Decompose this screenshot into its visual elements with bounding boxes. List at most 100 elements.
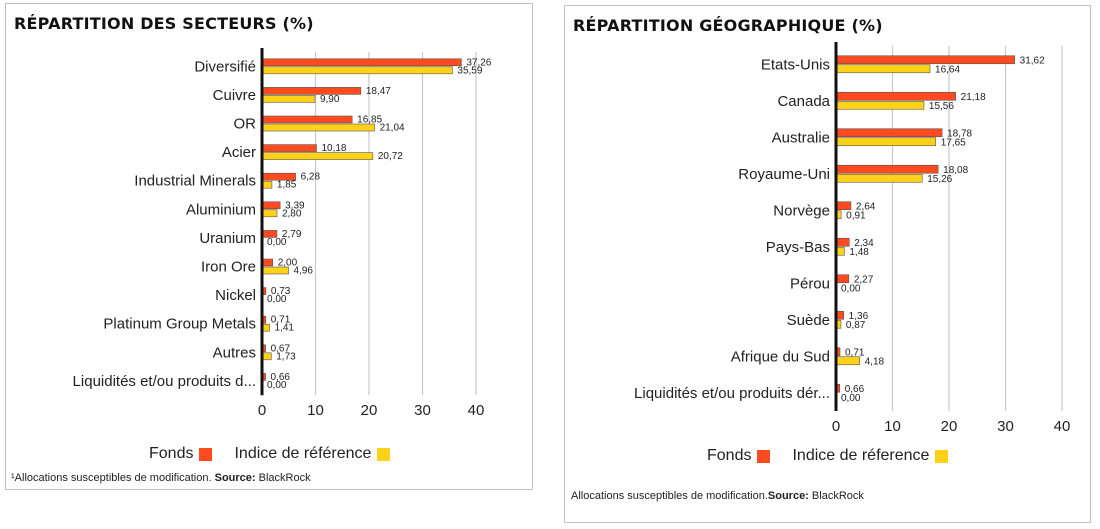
fonds-bar-or: [261, 115, 353, 124]
indice-value-label: 2,80: [282, 208, 302, 219]
sector-chart-legend: Fonds Indice de référence: [149, 445, 391, 463]
sector-footnote: ¹Allocations susceptibles de modificatio…: [11, 472, 311, 484]
fonds-bar-norvege: [835, 201, 852, 211]
category-label-uranium: Uranium: [199, 230, 256, 247]
footnote-source: BlackRock: [255, 472, 311, 484]
fonds-value-label: 18,47: [366, 86, 391, 97]
indice-value-label: 21,04: [380, 123, 405, 134]
legend-fonds-swatch: [757, 449, 771, 463]
indice-bar-or: [261, 123, 375, 132]
fonds-value-label: 31,62: [1020, 55, 1045, 66]
fonds-bar-pays-bas: [835, 237, 850, 247]
indice-bar-acier: [261, 152, 374, 160]
x-tick-label: 0: [258, 402, 266, 419]
fonds-value-label: 3,39: [285, 200, 305, 211]
category-label-liquidites-et-ou-produits-d: Liquidités et/ou produits d...: [73, 373, 256, 390]
fonds-value-label: 18,78: [947, 128, 972, 139]
category-label-perou: Pérou: [790, 275, 830, 292]
fonds-bar-acier: [261, 144, 317, 152]
indice-value-label: 1,85: [277, 180, 297, 191]
indice-value-label: 17,65: [941, 137, 966, 148]
x-tick-label: 20: [361, 402, 378, 419]
fonds-bar-diversifie: [261, 58, 462, 67]
category-label-canada: Canada: [777, 93, 830, 110]
category-label-nickel: Nickel: [215, 287, 256, 304]
legend-fonds-label: Fonds: [149, 445, 194, 462]
x-tick-label: 40: [468, 402, 485, 419]
fonds-value-label: 21,18: [961, 92, 986, 103]
x-tick-label: 20: [941, 418, 958, 435]
category-label-royaume-uni: Royaume-Uni: [738, 166, 830, 183]
category-label-suede: Suède: [787, 312, 830, 329]
geography-footnote: Allocations susceptibles de modification…: [571, 490, 864, 502]
fonds-value-label: 18,08: [943, 165, 968, 176]
category-label-or: OR: [234, 116, 257, 133]
indice-bar-diversifie: [261, 66, 453, 75]
indice-value-label: 1,73: [276, 351, 296, 362]
fonds-value-label: 2,79: [282, 229, 302, 240]
fonds-value-label: 0,71: [271, 315, 291, 326]
indice-bar-etats-unis: [835, 64, 931, 74]
fonds-value-label: 2,27: [854, 274, 874, 285]
sector-chart-title: RÉPARTITION DES SECTEURS (%): [14, 14, 314, 33]
fonds-bar-aluminium: [261, 201, 281, 210]
indice-value-label: 35,59: [457, 65, 482, 76]
indice-bar-canada: [835, 100, 925, 110]
indice-value-label: 20,72: [378, 151, 403, 162]
fonds-bar-etats-unis: [835, 55, 1015, 65]
category-label-cuivre: Cuivre: [213, 87, 256, 104]
x-tick-label: 30: [414, 402, 431, 419]
fonds-value-label: 10,18: [321, 143, 346, 154]
indice-bar-iron-ore: [261, 266, 289, 275]
indice-value-label: 0,00: [841, 393, 861, 404]
fonds-value-label: 0,66: [271, 372, 291, 383]
category-label-industrial-minerals: Industrial Minerals: [134, 173, 256, 190]
fonds-value-label: 2,00: [278, 258, 298, 269]
category-label-norvege: Norvège: [773, 202, 830, 219]
fonds-value-label: 0,66: [845, 384, 865, 395]
category-label-diversifie: Diversifié: [194, 58, 256, 75]
sector-chart-panel: RÉPARTITION DES SECTEURS (%) Diversifié 3…: [5, 3, 533, 490]
fonds-bar-canada: [835, 91, 956, 101]
indice-value-label: 9,90: [320, 94, 340, 105]
fonds-value-label: 0,73: [271, 286, 291, 297]
fonds-bar-iron-ore: [261, 258, 273, 267]
fonds-bar-royaume-uni: [835, 164, 939, 174]
fonds-bar-cuivre: [261, 87, 362, 95]
x-tick-label: 30: [997, 418, 1014, 435]
indice-bar-cuivre: [261, 95, 316, 103]
footnote-source-label: Source:: [767, 490, 809, 502]
fonds-bar-australie: [835, 128, 943, 138]
legend-indice-swatch: [377, 447, 391, 461]
fonds-value-label: 37,26: [466, 57, 491, 68]
fonds-value-label: 2,64: [856, 201, 876, 212]
fonds-bar-perou: [835, 274, 850, 284]
geography-chart-title: RÉPARTITION GÉOGRAPHIQUE (%): [573, 16, 883, 35]
fonds-value-label: 6,28: [301, 172, 321, 183]
indice-value-label: 1,41: [275, 323, 295, 334]
category-label-afrique-du-sud: Afrique du Sud: [731, 348, 830, 365]
indice-bar-australie: [835, 137, 937, 147]
indice-value-label: 4,18: [865, 356, 885, 367]
indice-bar-afrique-du-sud: [835, 356, 860, 366]
x-tick-label: 0: [832, 418, 840, 435]
indice-value-label: 0,00: [267, 237, 287, 248]
indice-value-label: 0,87: [846, 320, 866, 331]
category-label-australie: Australie: [772, 129, 830, 146]
fonds-value-label: 16,85: [357, 115, 382, 126]
indice-value-label: 16,64: [935, 64, 960, 75]
geography-chart-panel: RÉPARTITION GÉOGRAPHIQUE (%) Etats-Unis 3…: [564, 5, 1091, 523]
legend-indice-label: Indice de référence: [234, 445, 372, 462]
fonds-value-label: 0,71: [845, 347, 865, 358]
footnote-source-label: Source:: [214, 472, 256, 484]
x-tick-label: 10: [307, 402, 324, 419]
category-label-iron-ore: Iron Ore: [201, 259, 256, 276]
legend-indice-label: Indice de réference: [792, 447, 930, 464]
x-tick-label: 40: [1054, 418, 1071, 435]
footnote-source: BlackRock: [808, 490, 864, 502]
indice-value-label: 0,91: [846, 210, 866, 221]
indice-value-label: 0,00: [841, 283, 861, 294]
indice-value-label: 0,00: [267, 294, 287, 305]
category-label-aluminium: Aluminium: [186, 201, 256, 218]
category-label-liquidites-et-ou-produits-der: Liquidités et/ou produits dér...: [634, 385, 830, 402]
